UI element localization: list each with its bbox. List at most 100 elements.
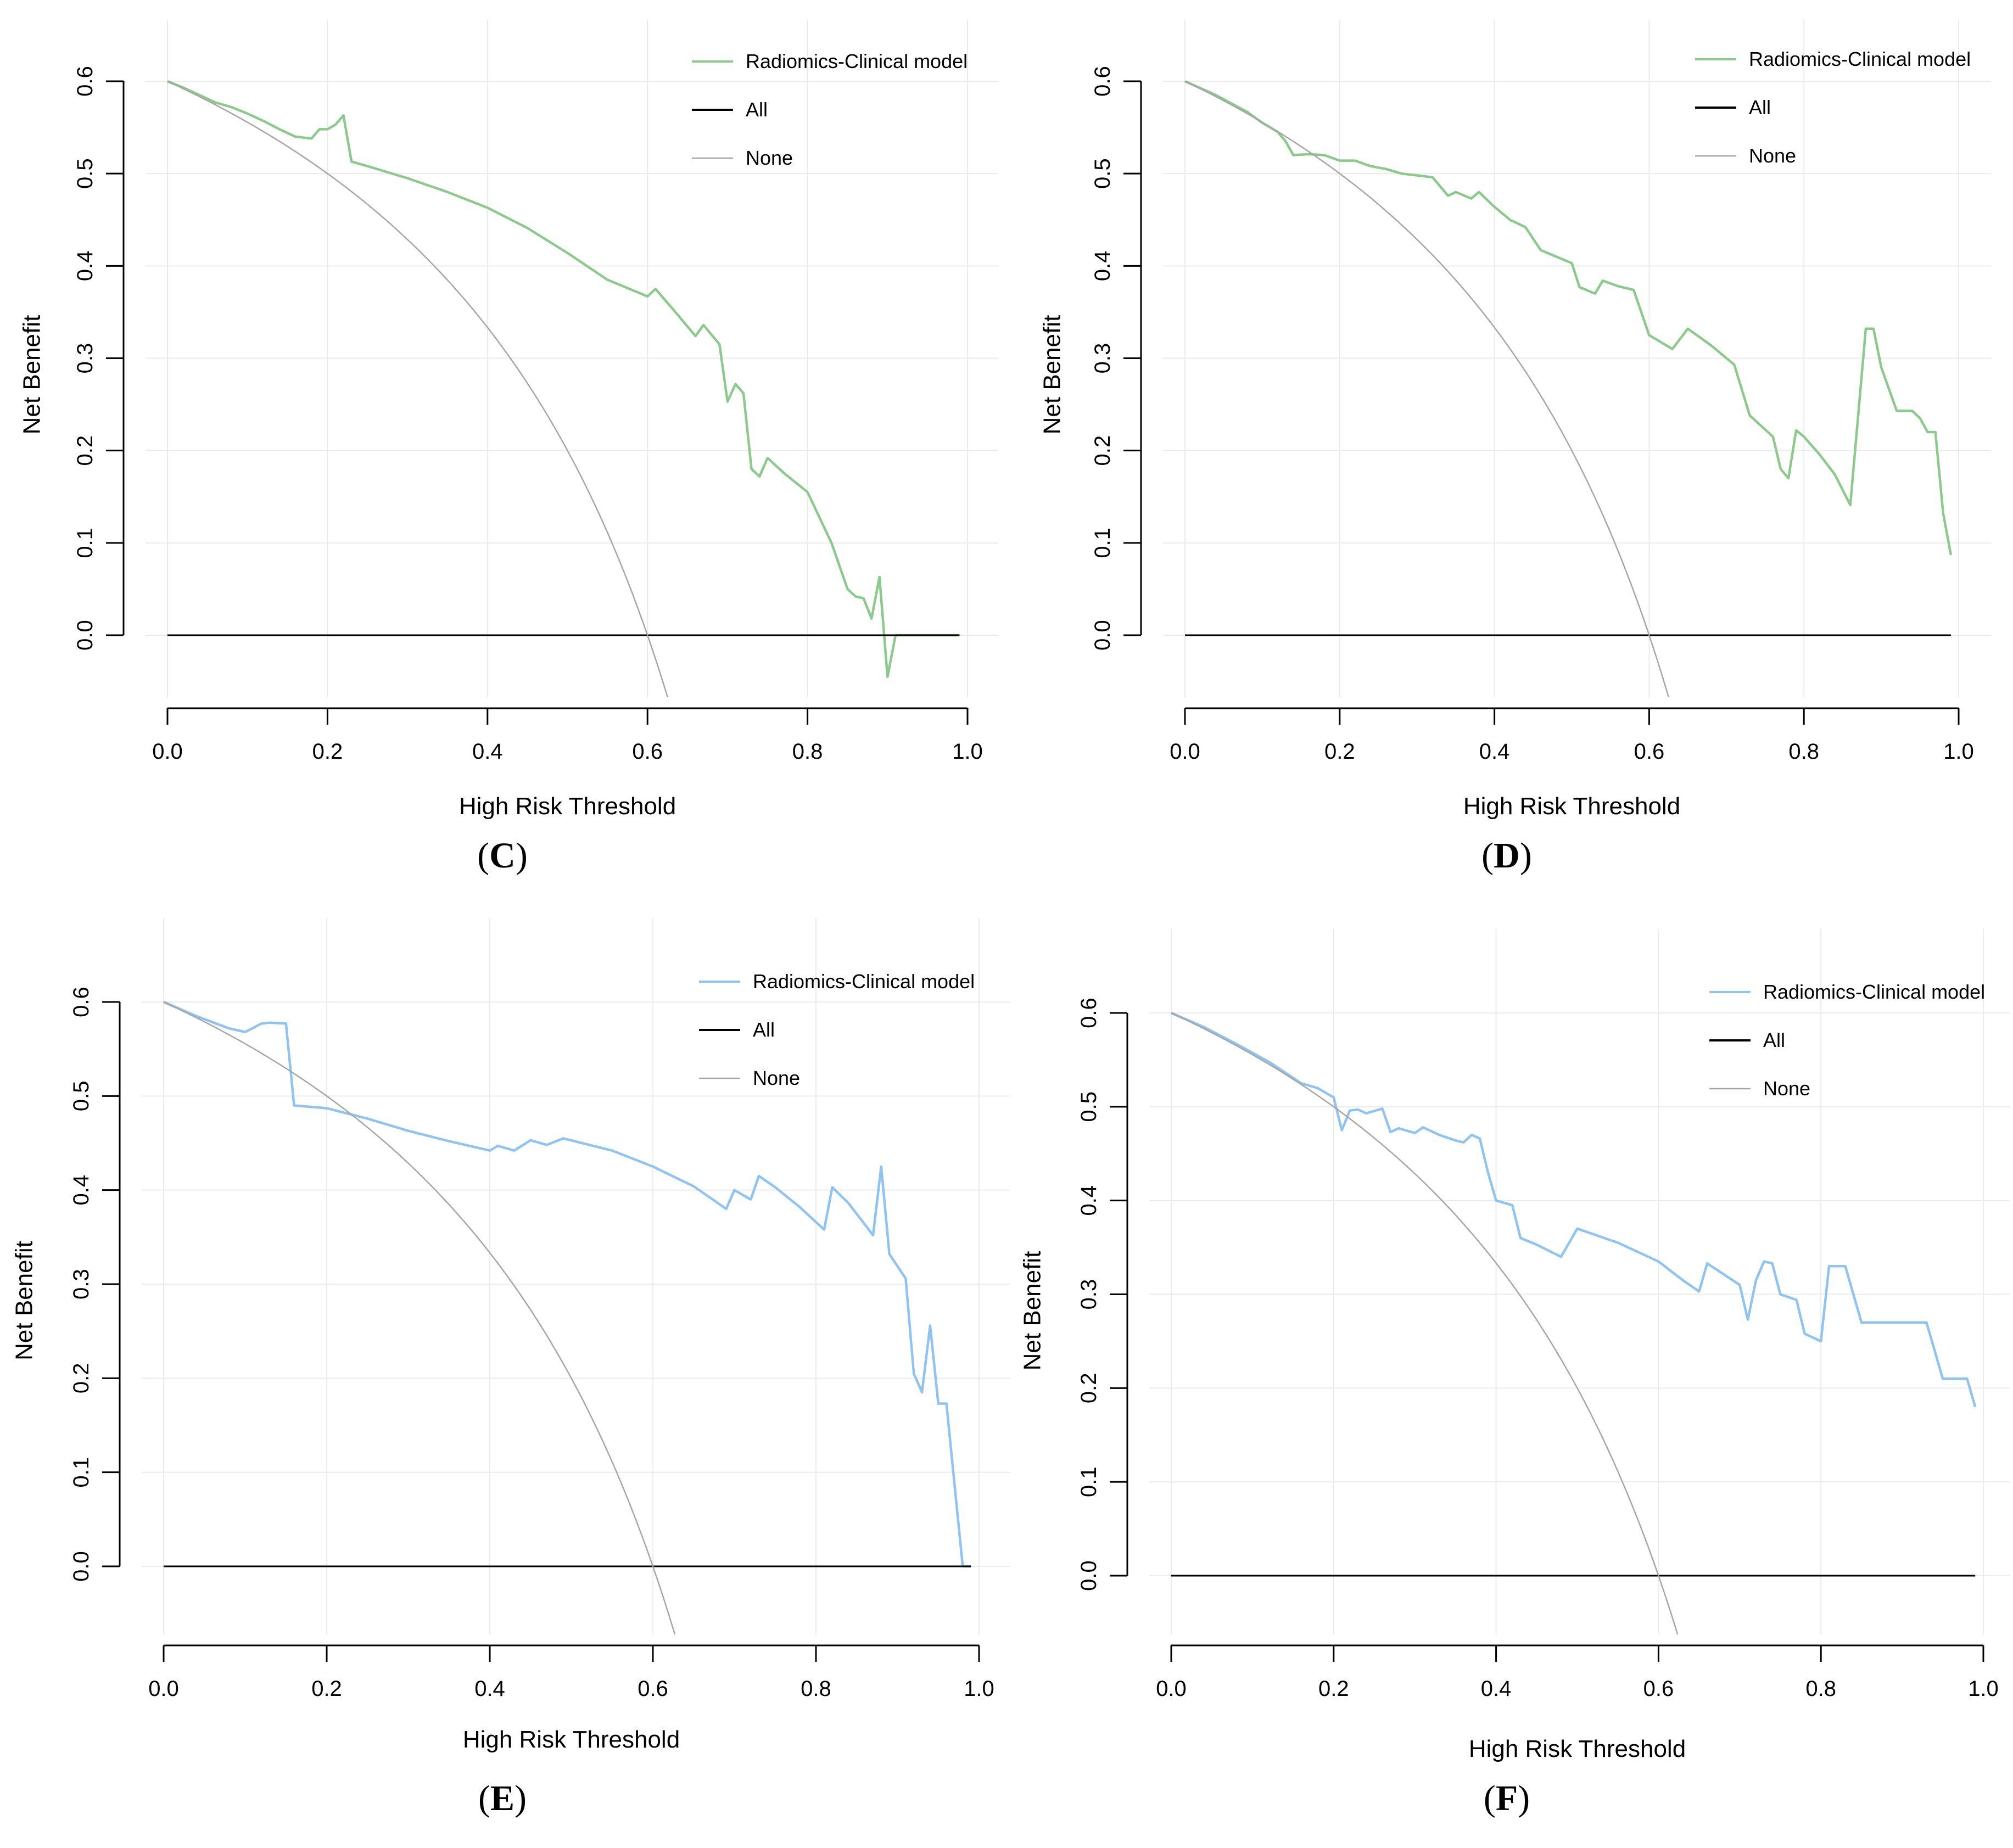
y-tick-label: 0.1: [1091, 528, 1115, 558]
panel-label: (E): [478, 1778, 527, 1818]
series-model-line: [167, 80, 960, 678]
x-axis: 0.0 0.2 0.4 0.6 0.8 1.0 High Risk Threshold: [152, 707, 983, 820]
x-tick-label: 0.6: [1634, 740, 1665, 764]
y-tick-label: 0.0: [1091, 620, 1115, 651]
x-tick-label: 1.0: [952, 740, 983, 764]
gridlines: [142, 918, 1010, 1634]
x-tick-label: 0.8: [1788, 740, 1819, 764]
panel-label-letter: F: [1496, 1778, 1518, 1818]
panel-label-close: ): [515, 1778, 527, 1818]
y-tick-label: 0.1: [1077, 1466, 1101, 1497]
y-tick-label: 0.3: [69, 1269, 93, 1300]
series-lines: [163, 1000, 971, 1634]
y-tick-label: 0.5: [1091, 158, 1115, 189]
gridlines: [146, 20, 998, 697]
series-none-line: [1171, 1012, 1679, 1634]
y-tick-label: 0.4: [1077, 1185, 1101, 1216]
y-tick-label: 0.0: [69, 1551, 93, 1582]
x-tick-label: 0.4: [474, 1677, 505, 1701]
panel-label-close: ): [1520, 836, 1532, 876]
legend-label: None: [753, 1067, 800, 1089]
panel-label: (D): [1481, 836, 1532, 876]
y-tick-label: 0.2: [69, 1363, 93, 1394]
y-tick-label: 0.6: [1077, 998, 1101, 1028]
x-tick-label: 0.2: [1324, 740, 1355, 764]
x-tick-label: 1.0: [1968, 1677, 1999, 1701]
x-axis-label: High Risk Threshold: [459, 793, 676, 820]
x-tick-label: 0.4: [1481, 1677, 1512, 1701]
legend-label: None: [1763, 1077, 1810, 1100]
x-tick-label: 0.2: [1318, 1677, 1349, 1701]
legend-label: Radiomics-Clinical model: [1763, 981, 1985, 1003]
panel-label-close: ): [1518, 1778, 1530, 1818]
panel-label-open: (: [1481, 836, 1494, 876]
x-axis-label: High Risk Threshold: [1463, 793, 1680, 820]
series-lines: [1171, 1011, 1977, 1634]
series-lines: [167, 80, 960, 697]
x-tick-label: 0.4: [1479, 740, 1510, 764]
legend-label: All: [753, 1018, 775, 1041]
panel-label-letter: C: [489, 836, 516, 876]
x-axis: 0.0 0.2 0.4 0.6 0.8 1.0 High Risk Threshold: [148, 1644, 994, 1753]
series-none-line: [1184, 80, 1670, 697]
y-tick-label: 0.5: [69, 1081, 93, 1112]
legend-label: Radiomics-Clinical model: [746, 50, 968, 72]
y-tick-label: 0.5: [1077, 1091, 1101, 1122]
y-axis-label: Net Benefit: [11, 1241, 38, 1360]
y-tick-label: 0.2: [1091, 435, 1115, 466]
x-tick-label: 0.2: [311, 1677, 342, 1701]
y-tick-label: 0.3: [1091, 343, 1115, 374]
y-tick-label: 0.6: [73, 66, 97, 97]
y-axis: 0.0 0.1 0.2 0.3 0.4 0.5 0.6 Net Benefit: [1039, 66, 1142, 651]
x-tick-label: 0.8: [1805, 1677, 1836, 1701]
y-tick-label: 0.6: [1091, 66, 1115, 97]
y-tick-label: 0.0: [73, 620, 97, 651]
x-tick-label: 0.0: [1170, 740, 1200, 764]
legend-label: All: [746, 98, 768, 121]
gridlines: [1149, 929, 2010, 1634]
x-tick-label: 0.0: [152, 740, 183, 764]
y-tick-label: 0.2: [1077, 1373, 1101, 1404]
x-tick-label: 0.6: [1643, 1677, 1674, 1701]
x-tick-label: 0.4: [472, 740, 503, 764]
x-tick-label: 0.0: [1156, 1677, 1187, 1701]
series-lines: [1184, 80, 1953, 697]
series-none-line: [167, 80, 669, 697]
x-axis: 0.0 0.2 0.4 0.6 0.8 1.0 High Risk Threshold: [1170, 707, 1974, 820]
x-tick-label: 0.8: [801, 1677, 831, 1701]
y-axis-label: Net Benefit: [1039, 315, 1066, 435]
series-model-line: [1184, 80, 1953, 556]
panel-label-close: ): [516, 836, 528, 876]
y-tick-label: 0.1: [73, 528, 97, 558]
y-axis: 0.0 0.1 0.2 0.3 0.4 0.5 0.6 Net Benefit: [1019, 998, 1128, 1591]
legend-label: Radiomics-Clinical model: [753, 970, 975, 993]
series-model-line: [1171, 1011, 1977, 1408]
legend: Radiomics-Clinical model All None: [1695, 48, 1971, 167]
y-axis-label: Net Benefit: [1019, 1251, 1046, 1371]
panel-label-open: (: [477, 836, 489, 876]
y-tick-label: 0.3: [1077, 1279, 1101, 1310]
x-tick-label: 1.0: [964, 1677, 994, 1701]
y-tick-label: 0.4: [1091, 251, 1115, 282]
legend-label: None: [1749, 144, 1796, 167]
x-tick-label: 1.0: [1943, 740, 1974, 764]
y-tick-label: 0.3: [73, 343, 97, 374]
legend-label: All: [1763, 1029, 1785, 1051]
panel-label: (F): [1484, 1778, 1530, 1818]
legend: Radiomics-Clinical model All None: [699, 970, 975, 1089]
gridlines: [1163, 20, 1991, 697]
y-tick-label: 0.1: [69, 1457, 93, 1488]
x-tick-label: 0.2: [312, 740, 343, 764]
panel-label-letter: D: [1494, 836, 1520, 876]
x-tick-label: 0.0: [148, 1677, 179, 1701]
series-none-line: [163, 1001, 676, 1634]
legend-label: Radiomics-Clinical model: [1749, 48, 1971, 70]
legend: Radiomics-Clinical model All None: [692, 50, 968, 169]
panel-label-open: (: [1484, 1778, 1496, 1818]
legend-label: None: [746, 147, 793, 169]
y-axis: 0.0 0.1 0.2 0.3 0.4 0.5 0.6 Net Benefit: [11, 987, 121, 1582]
